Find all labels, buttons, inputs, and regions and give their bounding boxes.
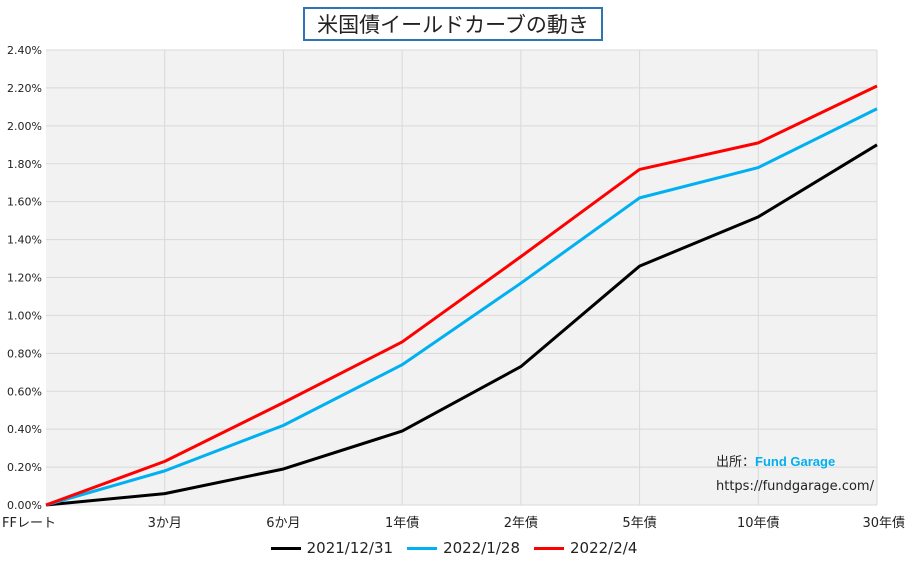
series-line-2 xyxy=(45,107,878,507)
y-tick-label: 2.40% xyxy=(7,44,42,57)
legend-label: 2021/12/31 xyxy=(306,539,394,557)
y-tick-label: 0.60% xyxy=(7,385,42,398)
y-tick-label: 1.80% xyxy=(7,158,42,171)
chart-title: 米国債イールドカーブの動き xyxy=(303,7,603,41)
legend-swatch xyxy=(534,546,564,550)
x-tick-label: 1年債 xyxy=(385,516,419,531)
x-tick-label: FFレート xyxy=(2,516,56,531)
y-axis-ticks: 0.00% 0.20% 0.40% 0.60% 0.80% 1.00% 1.20% 1.40%… xyxy=(7,44,42,512)
source-url: https://fundgarage.com/ xyxy=(716,479,874,494)
source-name: Fund Garage xyxy=(755,454,836,469)
x-tick-label: 3か月 xyxy=(148,516,182,531)
legend-label: 2022/1/28 xyxy=(443,539,520,557)
legend-label: 2022/2/4 xyxy=(570,539,638,557)
legend: 2021/12/31 2022/1/28 2022/2/4 xyxy=(0,537,908,559)
y-tick-label: 2.20% xyxy=(7,82,42,95)
series-line-1 xyxy=(45,143,878,507)
legend-item-3: 2022/2/4 xyxy=(534,539,637,557)
y-tick-label: 0.80% xyxy=(7,347,42,360)
y-tick-label: 0.40% xyxy=(7,423,42,436)
y-tick-label: 1.40% xyxy=(7,234,42,247)
x-tick-label: 10年債 xyxy=(737,516,780,531)
legend-item-1: 2021/12/31 xyxy=(270,539,394,557)
y-tick-label: 1.20% xyxy=(7,272,42,285)
series-lines xyxy=(45,84,878,507)
gridlines xyxy=(46,49,878,506)
x-tick-label: 30年債 xyxy=(862,516,905,531)
x-tick-label: 5年債 xyxy=(622,516,656,531)
y-tick-label: 1.60% xyxy=(7,196,42,209)
legend-swatch xyxy=(407,546,438,550)
legend-swatch xyxy=(270,546,301,550)
x-axis-ticks: FFレート 3か月 6か月 1年債 2年債 5年債 10年債 30年債 xyxy=(2,516,905,531)
source-label: 出所： xyxy=(716,455,756,470)
y-tick-label: 2.00% xyxy=(7,120,42,133)
legend-item-2: 2022/1/28 xyxy=(407,539,520,557)
x-tick-label: 2年債 xyxy=(504,516,538,531)
y-tick-label: 1.00% xyxy=(7,309,42,322)
y-tick-label: 0.00% xyxy=(7,499,42,512)
source-annotation: 出所：Fund Garage https://fundgarage.com/ xyxy=(716,450,874,499)
y-tick-label: 0.20% xyxy=(7,461,42,474)
x-tick-label: 6か月 xyxy=(266,516,300,531)
series-line-3 xyxy=(45,84,878,507)
